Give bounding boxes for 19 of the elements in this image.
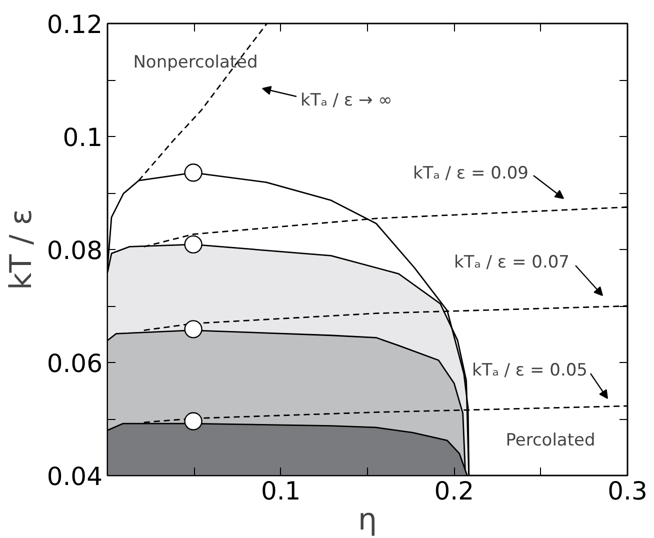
point	[184, 235, 202, 254]
annotation: Nonpercolated	[133, 52, 258, 72]
annotation: kTₐ / ε = 0.05	[472, 360, 588, 380]
y-tick-label: 0.1	[62, 123, 103, 152]
y-tick-label: 0.04	[46, 462, 103, 491]
point	[184, 412, 202, 430]
annotation: Percolated	[506, 430, 596, 450]
point	[184, 320, 202, 338]
annotation: kTₐ / ε = 0.07	[454, 252, 570, 272]
y-tick-label: 0.12	[46, 10, 103, 39]
y-tick-label: 0.06	[46, 349, 103, 378]
y-tick-label: 0.08	[46, 236, 103, 265]
x-tick-label: 0.2	[434, 476, 474, 506]
x-axis-title: η	[358, 502, 378, 538]
x-tick-label: 0.1	[260, 476, 301, 506]
y-axis-title: kT / ε	[4, 208, 39, 290]
annotation: kTₐ / ε = 0.09	[412, 164, 528, 184]
annotation: kTₐ / ε → ∞	[300, 90, 392, 110]
x-tick-label: 0.3	[608, 476, 648, 506]
